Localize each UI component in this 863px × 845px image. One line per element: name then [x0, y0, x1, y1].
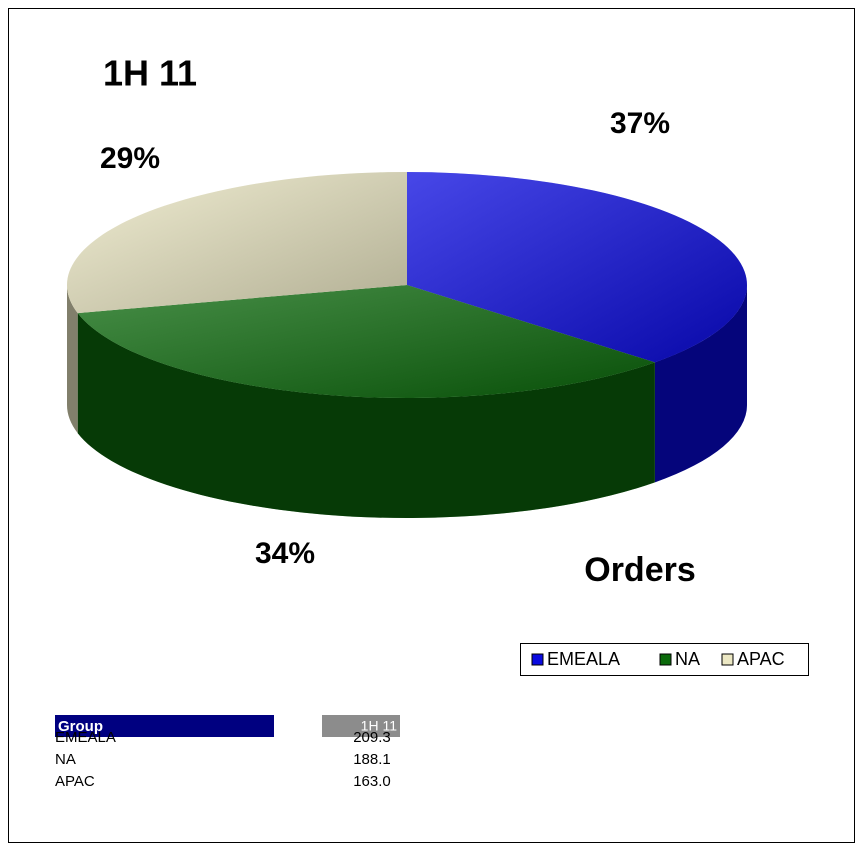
table-cell: EMEALA: [55, 729, 116, 746]
legend-swatch: [659, 653, 672, 666]
header-cell-bg: [322, 715, 400, 737]
table-cell: APAC: [55, 773, 95, 790]
slice-side-shade: [654, 285, 747, 483]
slice-shade: [407, 172, 747, 363]
slice-side-shade: [77, 313, 655, 518]
slice-side: [654, 285, 747, 483]
legend-swatch: [531, 653, 544, 666]
data-label: 29%: [100, 142, 160, 175]
header-cell: 1H 11: [361, 718, 398, 734]
pie: 37% 34% 29%: [67, 107, 747, 570]
slice-shade: [67, 172, 408, 314]
data-label: 37%: [610, 107, 670, 140]
table-cell: 188.1: [353, 751, 391, 768]
table-cell: NA: [55, 751, 76, 768]
annotation: Orders: [584, 551, 696, 589]
slice-side: [67, 285, 78, 434]
slice-side-shade: [67, 285, 78, 434]
table-cell: 163.0: [353, 773, 391, 790]
header-cell-bg: [55, 715, 274, 737]
legend-label: NA: [675, 649, 700, 669]
legend: EMEALA NA APAC: [531, 649, 785, 669]
data-label: 34%: [255, 537, 315, 570]
legend-label: EMEALA: [547, 649, 620, 669]
header-cell: Group: [58, 718, 103, 735]
table-cell: 209.3: [353, 729, 391, 746]
slice-shade: [77, 285, 655, 398]
data-table: Group 1H 11 EMEALA 209.3 NA 188.1 APAC 163.0: [55, 715, 400, 790]
legend-swatch: [721, 653, 734, 666]
chart-title: 1H 11: [103, 53, 197, 94]
slice-side: [77, 313, 655, 518]
legend-label: APAC: [737, 649, 785, 669]
